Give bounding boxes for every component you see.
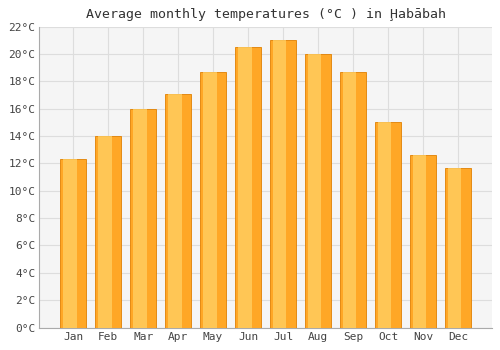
Bar xyxy=(340,72,366,328)
Bar xyxy=(375,122,401,328)
Bar xyxy=(165,94,191,328)
Bar xyxy=(414,155,426,328)
Bar xyxy=(134,109,146,328)
Bar xyxy=(60,159,86,328)
Title: Average monthly temperatures (°C ) in Ḩabābah: Average monthly temperatures (°C ) in Ḩa… xyxy=(86,8,446,21)
Bar xyxy=(270,40,296,328)
Bar xyxy=(410,155,436,328)
Bar xyxy=(204,72,216,328)
Bar xyxy=(448,168,462,328)
Bar xyxy=(64,159,76,328)
Bar xyxy=(378,122,392,328)
Bar xyxy=(235,47,261,328)
Bar xyxy=(274,40,286,328)
Bar xyxy=(308,54,322,328)
Bar xyxy=(95,136,122,328)
Bar xyxy=(445,168,471,328)
Bar xyxy=(98,136,112,328)
Bar xyxy=(305,54,331,328)
Bar xyxy=(200,72,226,328)
Bar xyxy=(238,47,252,328)
Bar xyxy=(168,94,181,328)
Bar xyxy=(344,72,356,328)
Bar xyxy=(130,109,156,328)
